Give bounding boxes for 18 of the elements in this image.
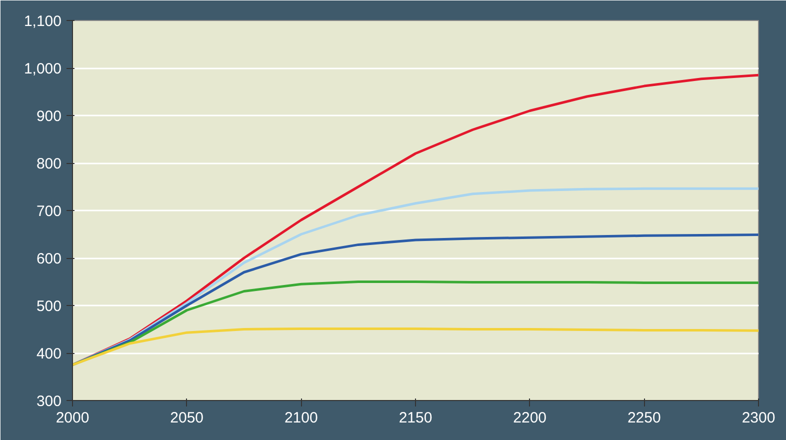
line-series (72, 328, 758, 366)
y-tick-label: 300 (36, 393, 62, 410)
x-tick-label: 2150 (398, 410, 432, 426)
y-tick-label: 1,100 (24, 13, 62, 30)
x-tick-label: 2050 (170, 410, 204, 426)
y-tick-label: 500 (36, 298, 62, 315)
y-tick-label: 400 (36, 346, 62, 362)
y-tick-label: 1,000 (24, 60, 62, 78)
y-tick-label: 900 (36, 108, 62, 125)
x-tick-label: 2100 (284, 410, 318, 426)
y-tick-label: 600 (36, 250, 62, 268)
y-tick-label: 800 (36, 156, 62, 172)
y-tick-label: 700 (36, 203, 62, 220)
x-tick-label: 2300 (742, 410, 776, 426)
line-series (72, 280, 758, 366)
x-tick-label: 2200 (513, 410, 547, 426)
x-tick-label: 2250 (627, 410, 661, 426)
x-tick-label: 2000 (56, 410, 90, 426)
